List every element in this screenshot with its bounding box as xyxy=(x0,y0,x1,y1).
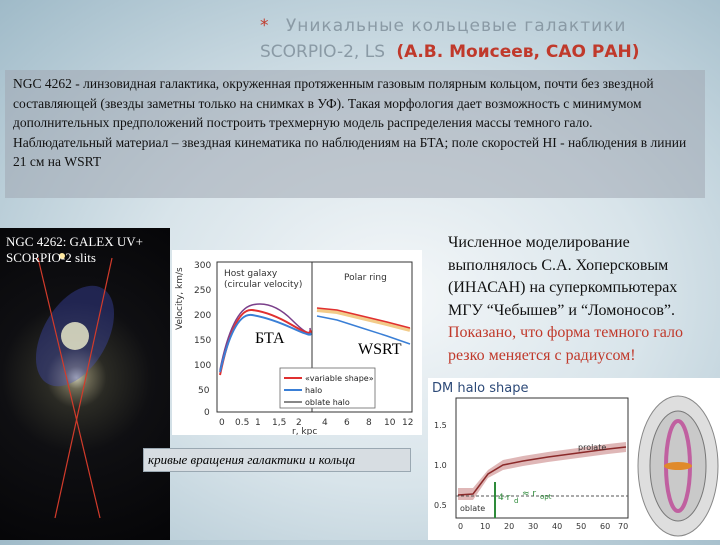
rc-ytick: 100 xyxy=(194,361,211,371)
rc-ytick: 300 xyxy=(194,261,211,271)
rc-legend-halo: halo xyxy=(305,386,322,395)
rc-ytick: 250 xyxy=(194,286,211,296)
dm-plot-frame xyxy=(455,397,629,519)
title-bullet-icon: * xyxy=(260,16,270,36)
star-dot xyxy=(59,253,65,259)
rc-xtick: 4 xyxy=(322,418,328,428)
slit-line-2 xyxy=(54,257,113,519)
rotation-curve-chart: Velocity, km/s 300 250 200 150 100 50 0 … xyxy=(172,250,422,437)
modeling-text-main: Численное моделирование выполнялось С.А.… xyxy=(448,234,678,319)
rc-host-model-blue xyxy=(219,313,312,373)
rc-xtick: 6 xyxy=(344,418,350,428)
rc-xtick: 2 xyxy=(296,418,302,428)
rc-xtick: 1 xyxy=(255,418,261,428)
rc-xtick: 10 xyxy=(384,418,396,428)
rc-xtick: 1,5 xyxy=(272,418,286,428)
rc-host-label: Host galaxy xyxy=(224,269,278,279)
dm-band xyxy=(458,442,626,500)
rc-ytick: 50 xyxy=(198,386,210,396)
label-bta: БТА xyxy=(255,330,285,347)
dm-radius-marker xyxy=(494,482,496,518)
intro-paragraph1: NGC 4262 - линзовидная галактика, окруже… xyxy=(13,76,654,130)
dm-xtick: 60 xyxy=(600,522,610,531)
dm-chart-title: DM halo shape xyxy=(432,381,529,396)
rc-ring-label: Polar ring xyxy=(344,273,387,283)
dm-median-line xyxy=(457,446,627,496)
dm-annotation: 4·r xyxy=(498,493,511,503)
galaxy-core xyxy=(61,322,89,350)
dm-host-disk xyxy=(664,462,692,470)
rc-ytick: 0 xyxy=(204,408,210,418)
dm-xtick: 0 xyxy=(458,522,463,531)
slide-title: * Уникальные кольцевые галактики SCORPIO… xyxy=(260,16,710,62)
galaxy-slits xyxy=(35,253,115,519)
dm-prolate-label: prolate xyxy=(578,443,606,452)
dm-ytick: 1.0 xyxy=(434,461,447,470)
label-wsrt: WSRT xyxy=(358,341,402,358)
galaxy-caption-line2: SCORPIO-2 slits xyxy=(6,250,96,265)
rc-ytick: 150 xyxy=(194,336,211,346)
rc-ring-model-red xyxy=(316,307,411,329)
rc-xtick: 0.5 xyxy=(235,418,249,428)
rotation-curve-caption: кривые вращения галактики и кольца xyxy=(143,448,411,472)
dm-annotation2: ≈ r xyxy=(522,489,536,499)
dm-halo-chart: DM halo shape prolate oblate 4·r d ≈ r o… xyxy=(428,378,720,540)
dm-xtick: 20 xyxy=(504,522,514,531)
intro-paragraph2: Наблюдательный материал – звездная кинем… xyxy=(13,134,687,170)
dm-xtick: 50 xyxy=(576,522,586,531)
dm-annotation2-sub: opt xyxy=(540,493,552,501)
dm-halo-illustration xyxy=(637,395,719,537)
rc-ring-model-blue xyxy=(316,315,411,345)
galaxy-image: NGC 4262: GALEX UV+ SCORPIO-2 slits xyxy=(0,228,170,540)
title-author: (А.В. Моисеев, САО РАН) xyxy=(396,42,640,62)
rc-xtick: 0 xyxy=(219,418,225,428)
rc-ylabel: Velocity, km/s xyxy=(175,267,185,330)
slit-line-1 xyxy=(37,257,101,519)
dm-xtick: 70 xyxy=(618,522,628,531)
title-line2-left: SCORPIO-2, LS xyxy=(260,42,385,62)
dm-xtick: 10 xyxy=(480,522,490,531)
dm-xtick: 30 xyxy=(528,522,538,531)
dm-oblate-label: oblate xyxy=(460,504,485,513)
dm-ytick: 0.5 xyxy=(434,501,447,510)
dm-ytick: 1.5 xyxy=(434,421,447,430)
intro-text-box: NGC 4262 - линзовидная галактика, окруже… xyxy=(5,70,705,198)
rc-xtick: 12 xyxy=(402,418,413,428)
rc-xlabel: r, kpc xyxy=(292,427,317,435)
galaxy-caption-line1: NGC 4262: GALEX UV+ xyxy=(6,234,143,249)
dm-annotation-sub: d xyxy=(514,497,518,505)
rc-host-sublabel: (circular velocity) xyxy=(224,280,302,290)
rc-legend-variable: «variable shape» xyxy=(305,374,374,383)
rc-ring-band xyxy=(316,308,411,332)
rc-plot-frame xyxy=(216,261,413,413)
rc-ytick: 200 xyxy=(194,311,211,321)
modeling-text: Численное моделирование выполнялось С.А.… xyxy=(448,232,713,367)
rc-legend-oblate: oblate halo xyxy=(305,398,350,407)
rc-xtick: 8 xyxy=(366,418,372,428)
title-line1: Уникальные кольцевые галактики xyxy=(285,16,627,36)
dm-xtick: 40 xyxy=(552,522,562,531)
modeling-text-highlight: Показано, что форма темного гало резко м… xyxy=(448,324,683,364)
